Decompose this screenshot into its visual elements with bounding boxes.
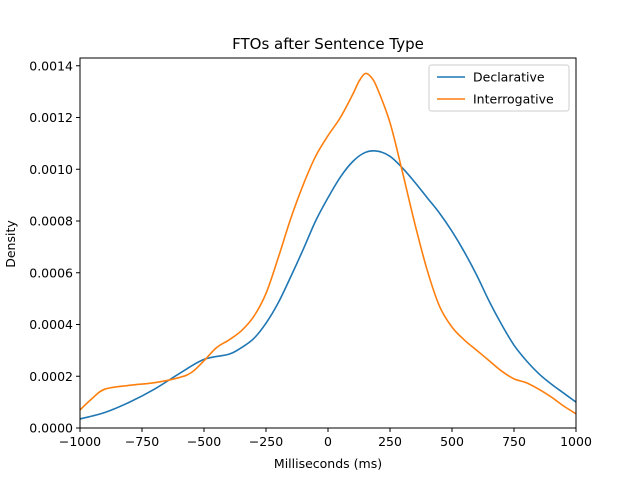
y-axis-label: Density xyxy=(3,220,18,268)
y-tick-label: 0.0014 xyxy=(29,58,73,73)
chart-title: FTOs after Sentence Type xyxy=(232,35,424,53)
legend: Declarative Interrogative xyxy=(428,64,570,112)
series-layer xyxy=(80,72,576,420)
x-tick-label: 0 xyxy=(324,434,332,449)
x-axis-label: Milliseconds (ms) xyxy=(274,456,382,471)
y-tick-label: 0.0000 xyxy=(29,421,73,436)
x-tick-label: 500 xyxy=(440,434,464,449)
x-tick-label: 1000 xyxy=(560,434,592,449)
y-tick-label: 0.0004 xyxy=(29,317,73,332)
x-tick-label: −1000 xyxy=(59,434,101,449)
plot-background xyxy=(80,58,576,428)
series-line-interrogative xyxy=(80,72,576,415)
y-tick-label: 0.0010 xyxy=(29,162,73,177)
x-tick-label: 250 xyxy=(378,434,402,449)
x-tick-label: 750 xyxy=(502,434,526,449)
y-tick-label: 0.0012 xyxy=(29,110,73,125)
legend-label-interrogative: Interrogative xyxy=(473,92,554,107)
x-tick-label: −750 xyxy=(125,434,159,449)
series-line-declarative xyxy=(80,150,576,420)
axes-layer: −1000 −750 −500 −250 0 250 500 750 1000 0.0000 0.0… xyxy=(29,57,592,449)
x-tick-label: −500 xyxy=(187,434,221,449)
y-tick-label: 0.0002 xyxy=(29,369,73,384)
plot-area xyxy=(80,58,576,428)
y-tick-label: 0.0006 xyxy=(29,265,73,280)
legend-label-declarative: Declarative xyxy=(473,70,545,85)
x-tick-label: −250 xyxy=(249,434,283,449)
y-tick-label: 0.0008 xyxy=(29,214,73,229)
